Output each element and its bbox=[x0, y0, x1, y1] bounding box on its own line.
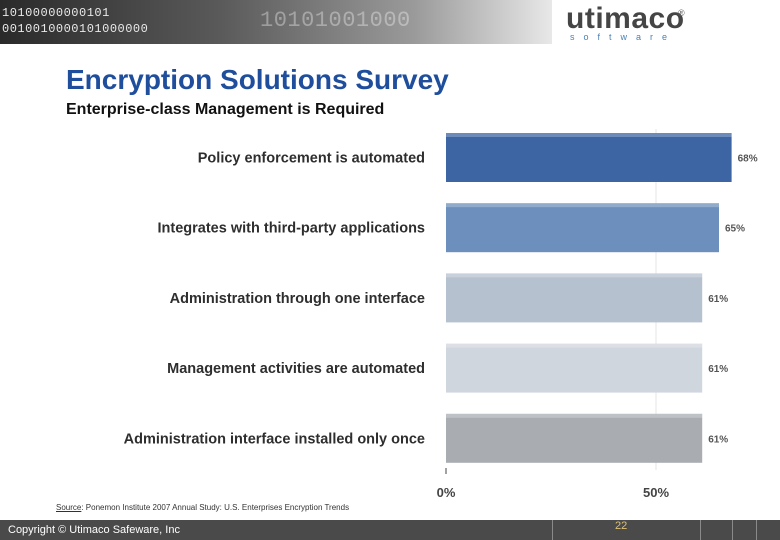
logo-subtext: software bbox=[570, 32, 677, 42]
company-logo: utimaco ® software bbox=[560, 2, 770, 44]
bar bbox=[446, 343, 703, 393]
bar-highlight bbox=[446, 203, 719, 208]
value-label: 61% bbox=[708, 364, 728, 375]
logo-registered-mark: ® bbox=[678, 8, 685, 18]
bar-highlight bbox=[446, 273, 703, 278]
logo-wordmark: utimaco bbox=[566, 2, 685, 35]
banner-binary-text: 0010010000101000000 bbox=[2, 22, 149, 36]
banner-binary-text: 10101001000 bbox=[260, 8, 411, 33]
footer-bar bbox=[0, 520, 780, 540]
bar-highlight bbox=[446, 413, 703, 418]
value-label: 65% bbox=[725, 224, 745, 235]
bar-highlight bbox=[446, 343, 703, 348]
footer-divider bbox=[732, 520, 733, 540]
bar bbox=[446, 133, 732, 182]
copyright-text: Copyright © Utimaco Safeware, Inc bbox=[8, 524, 180, 536]
value-label: 61% bbox=[708, 434, 728, 445]
category-label: Policy enforcement is automated bbox=[198, 151, 425, 167]
slide-title: Encryption Solutions Survey bbox=[66, 64, 449, 95]
slide-subtitle: Enterprise-class Management is Required bbox=[66, 101, 385, 118]
bar bbox=[446, 413, 703, 463]
category-label: Administration interface installed only … bbox=[124, 431, 425, 447]
footer-divider bbox=[700, 520, 701, 540]
value-label: 68% bbox=[738, 154, 758, 165]
source-label: Source bbox=[56, 503, 82, 512]
value-label: 61% bbox=[708, 294, 728, 305]
category-label: Administration through one interface bbox=[170, 291, 425, 307]
bar bbox=[446, 273, 703, 323]
banner-binary-text: 10100000000101 bbox=[2, 6, 110, 20]
footer-divider bbox=[552, 520, 553, 540]
x-tick-label: 0% bbox=[437, 485, 456, 500]
category-label: Integrates with third-party applications bbox=[158, 221, 425, 237]
category-label: Management activities are automated bbox=[167, 361, 425, 377]
header-banner: 10100000000101 0010010000101000000 10101… bbox=[0, 0, 552, 44]
bar bbox=[446, 203, 719, 253]
page-number: 22 bbox=[615, 520, 628, 532]
bar-highlight bbox=[446, 133, 732, 137]
source-note: Source: Ponemon Institute 2007 Annual St… bbox=[56, 503, 349, 512]
source-text: : Ponemon Institute 2007 Annual Study: U… bbox=[81, 503, 350, 512]
footer-divider bbox=[756, 520, 757, 540]
x-tick-label: 50% bbox=[643, 485, 669, 500]
